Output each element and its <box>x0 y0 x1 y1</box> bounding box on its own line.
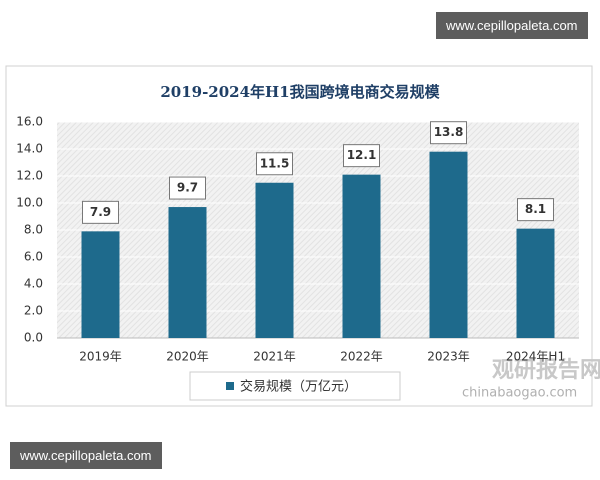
value-label-box <box>169 176 206 200</box>
logo-name: 观研报告网 <box>492 358 600 383</box>
watermark: www.cepillopaleta.com <box>436 12 588 39</box>
y-tick-label: 2.0 <box>24 304 43 318</box>
x-tick-label: 2019年 <box>79 350 122 364</box>
legend-box <box>189 371 401 401</box>
bar <box>429 151 468 338</box>
value-label: 11.5 <box>260 156 290 170</box>
value-label-box <box>517 198 554 222</box>
y-tick-label: 0.0 <box>24 331 43 345</box>
x-tick-label: 2023年 <box>427 350 470 364</box>
chart-title: 2019-2024年H1我国跨境电商交易规模 <box>160 83 440 101</box>
x-tick-label: 2021年 <box>253 350 296 364</box>
legend-swatch <box>226 382 234 390</box>
value-label-box <box>430 121 467 145</box>
y-tick-label: 6.0 <box>24 250 43 264</box>
chart-frame <box>5 65 593 407</box>
value-label: 13.8 <box>434 125 464 139</box>
x-tick-label: 2022年 <box>340 350 383 364</box>
legend-label: 交易规模（万亿元） <box>240 379 357 395</box>
value-label: 12.1 <box>347 148 377 162</box>
bar <box>255 182 294 338</box>
value-label-box <box>256 152 293 176</box>
y-tick-label: 16.0 <box>16 115 43 129</box>
bar <box>342 174 381 338</box>
watermark: www.cepillopaleta.com <box>10 442 162 469</box>
y-tick-label: 8.0 <box>24 223 43 237</box>
value-label-box <box>82 200 119 224</box>
value-label-box <box>343 144 380 168</box>
bar <box>516 228 555 338</box>
value-label: 9.7 <box>177 181 198 195</box>
bar <box>168 207 207 338</box>
x-tick-label: 2020年 <box>166 350 209 364</box>
plot-background <box>57 122 579 338</box>
value-label: 8.1 <box>525 202 546 216</box>
value-label: 7.9 <box>90 205 111 219</box>
y-tick-label: 14.0 <box>16 142 43 156</box>
bar <box>81 231 120 338</box>
logo-site: chinabaogao.com <box>462 386 577 401</box>
y-tick-label: 4.0 <box>24 277 43 291</box>
y-tick-label: 10.0 <box>16 196 43 210</box>
y-tick-label: 12.0 <box>16 169 43 183</box>
x-tick-label: 2024年H1 <box>506 350 565 364</box>
